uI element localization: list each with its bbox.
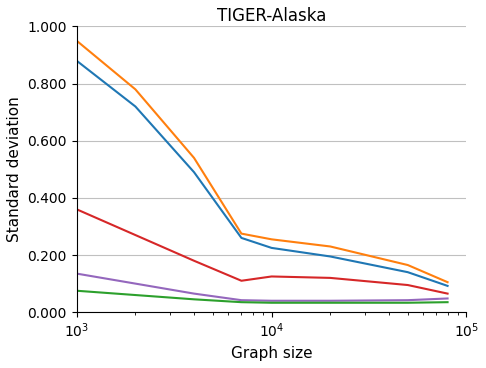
Y-axis label: Standard deviation: Standard deviation [7, 96, 22, 242]
X-axis label: Graph size: Graph size [231, 346, 312, 361]
Title: TIGER-Alaska: TIGER-Alaska [217, 7, 326, 25]
